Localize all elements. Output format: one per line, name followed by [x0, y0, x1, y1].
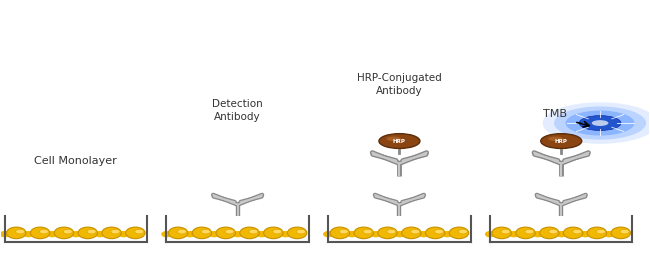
Ellipse shape [161, 231, 172, 237]
Ellipse shape [209, 231, 219, 237]
Ellipse shape [168, 227, 188, 239]
Ellipse shape [40, 229, 49, 234]
Ellipse shape [485, 231, 495, 237]
Text: TMB: TMB [543, 109, 567, 119]
Ellipse shape [192, 227, 212, 239]
Ellipse shape [611, 227, 630, 239]
Ellipse shape [280, 231, 291, 237]
Ellipse shape [177, 229, 187, 234]
Ellipse shape [118, 231, 129, 237]
Ellipse shape [240, 227, 259, 239]
Ellipse shape [71, 231, 81, 237]
Ellipse shape [287, 227, 307, 239]
Ellipse shape [509, 231, 519, 237]
Ellipse shape [135, 229, 144, 234]
Ellipse shape [492, 227, 512, 239]
Ellipse shape [541, 134, 582, 148]
Ellipse shape [566, 110, 634, 135]
Ellipse shape [387, 229, 396, 234]
Ellipse shape [554, 106, 646, 140]
Ellipse shape [249, 229, 258, 234]
Ellipse shape [339, 229, 348, 234]
Ellipse shape [620, 229, 629, 234]
Ellipse shape [592, 120, 608, 126]
Ellipse shape [23, 231, 34, 237]
Ellipse shape [296, 229, 306, 234]
Ellipse shape [125, 227, 145, 239]
Ellipse shape [330, 227, 350, 239]
Ellipse shape [434, 229, 443, 234]
Ellipse shape [233, 231, 243, 237]
Ellipse shape [449, 227, 469, 239]
Ellipse shape [370, 231, 381, 237]
Ellipse shape [426, 227, 445, 239]
Ellipse shape [202, 229, 211, 234]
Ellipse shape [395, 231, 405, 237]
Ellipse shape [0, 231, 10, 237]
Ellipse shape [564, 227, 583, 239]
Ellipse shape [587, 227, 606, 239]
Ellipse shape [185, 231, 196, 237]
Ellipse shape [264, 227, 283, 239]
Ellipse shape [604, 231, 614, 237]
Ellipse shape [402, 227, 421, 239]
Ellipse shape [442, 231, 452, 237]
Ellipse shape [102, 227, 122, 239]
Ellipse shape [63, 229, 72, 234]
Ellipse shape [596, 229, 605, 234]
Ellipse shape [47, 231, 57, 237]
Ellipse shape [501, 229, 510, 234]
Text: HRP: HRP [555, 139, 567, 144]
Ellipse shape [378, 227, 397, 239]
Ellipse shape [379, 134, 420, 148]
Ellipse shape [386, 136, 401, 141]
Ellipse shape [532, 231, 543, 237]
Ellipse shape [573, 229, 582, 234]
Ellipse shape [87, 229, 96, 234]
Ellipse shape [273, 229, 281, 234]
Ellipse shape [525, 229, 534, 234]
Ellipse shape [354, 227, 373, 239]
Ellipse shape [516, 227, 535, 239]
Ellipse shape [6, 227, 26, 239]
Ellipse shape [78, 227, 98, 239]
Ellipse shape [225, 229, 234, 234]
Ellipse shape [458, 229, 467, 234]
Ellipse shape [95, 231, 105, 237]
Ellipse shape [54, 227, 73, 239]
Ellipse shape [549, 229, 558, 234]
Ellipse shape [419, 231, 429, 237]
Ellipse shape [548, 136, 563, 141]
Text: Cell Monolayer: Cell Monolayer [34, 156, 117, 166]
Ellipse shape [556, 231, 567, 237]
Ellipse shape [16, 229, 25, 234]
Text: HRP: HRP [393, 139, 406, 144]
Ellipse shape [257, 231, 267, 237]
Ellipse shape [543, 102, 650, 144]
Ellipse shape [216, 227, 235, 239]
Ellipse shape [363, 229, 372, 234]
Text: Detection
Antibody: Detection Antibody [213, 99, 263, 121]
Ellipse shape [411, 229, 420, 234]
Ellipse shape [540, 227, 559, 239]
Ellipse shape [580, 231, 590, 237]
Ellipse shape [111, 229, 120, 234]
Ellipse shape [323, 231, 333, 237]
Ellipse shape [579, 116, 621, 131]
Ellipse shape [31, 227, 50, 239]
Text: HRP-Conjugated
Antibody: HRP-Conjugated Antibody [357, 73, 442, 96]
Ellipse shape [347, 231, 358, 237]
